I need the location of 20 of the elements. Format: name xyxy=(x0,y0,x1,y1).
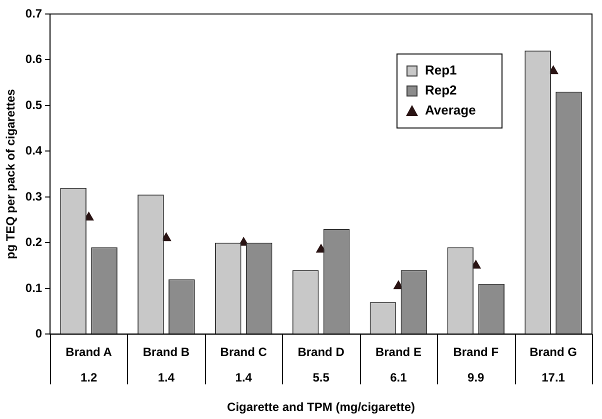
y-tick-label: 0.4 xyxy=(25,144,42,158)
y-tick-label: 0.2 xyxy=(25,235,42,250)
x-tick-label: Brand D 5.5 xyxy=(298,345,345,384)
y-tick-label: 0.7 xyxy=(25,6,42,20)
x-tick-label: Brand C 1.4 xyxy=(220,345,268,384)
y-tick-label: 0.1 xyxy=(25,280,42,295)
x-tick-label: Brand A 1.2 xyxy=(66,345,112,384)
x-tick-label: Brand B 1.4 xyxy=(142,345,190,384)
legend-label: Average xyxy=(425,102,476,118)
x-tick-label: Brand F 9.9 xyxy=(453,345,499,384)
x-tick-label: Brand G 17.1 xyxy=(530,345,577,384)
legend-label: Rep1 xyxy=(425,62,457,78)
y-tick-label: 0.6 xyxy=(25,52,42,66)
x-tick-label: Brand E 6.1 xyxy=(375,345,422,384)
x-axis-title: Cigarette and TPM (mg/cigarette) xyxy=(227,400,416,414)
y-tick-label: 0 xyxy=(35,326,42,341)
y-tick-label: 0.3 xyxy=(25,189,42,204)
legend-label: Rep2 xyxy=(425,82,457,98)
y-axis-title: pg TEQ per pack of cigarettes xyxy=(4,88,18,260)
y-tick-label: 0.5 xyxy=(25,98,42,112)
